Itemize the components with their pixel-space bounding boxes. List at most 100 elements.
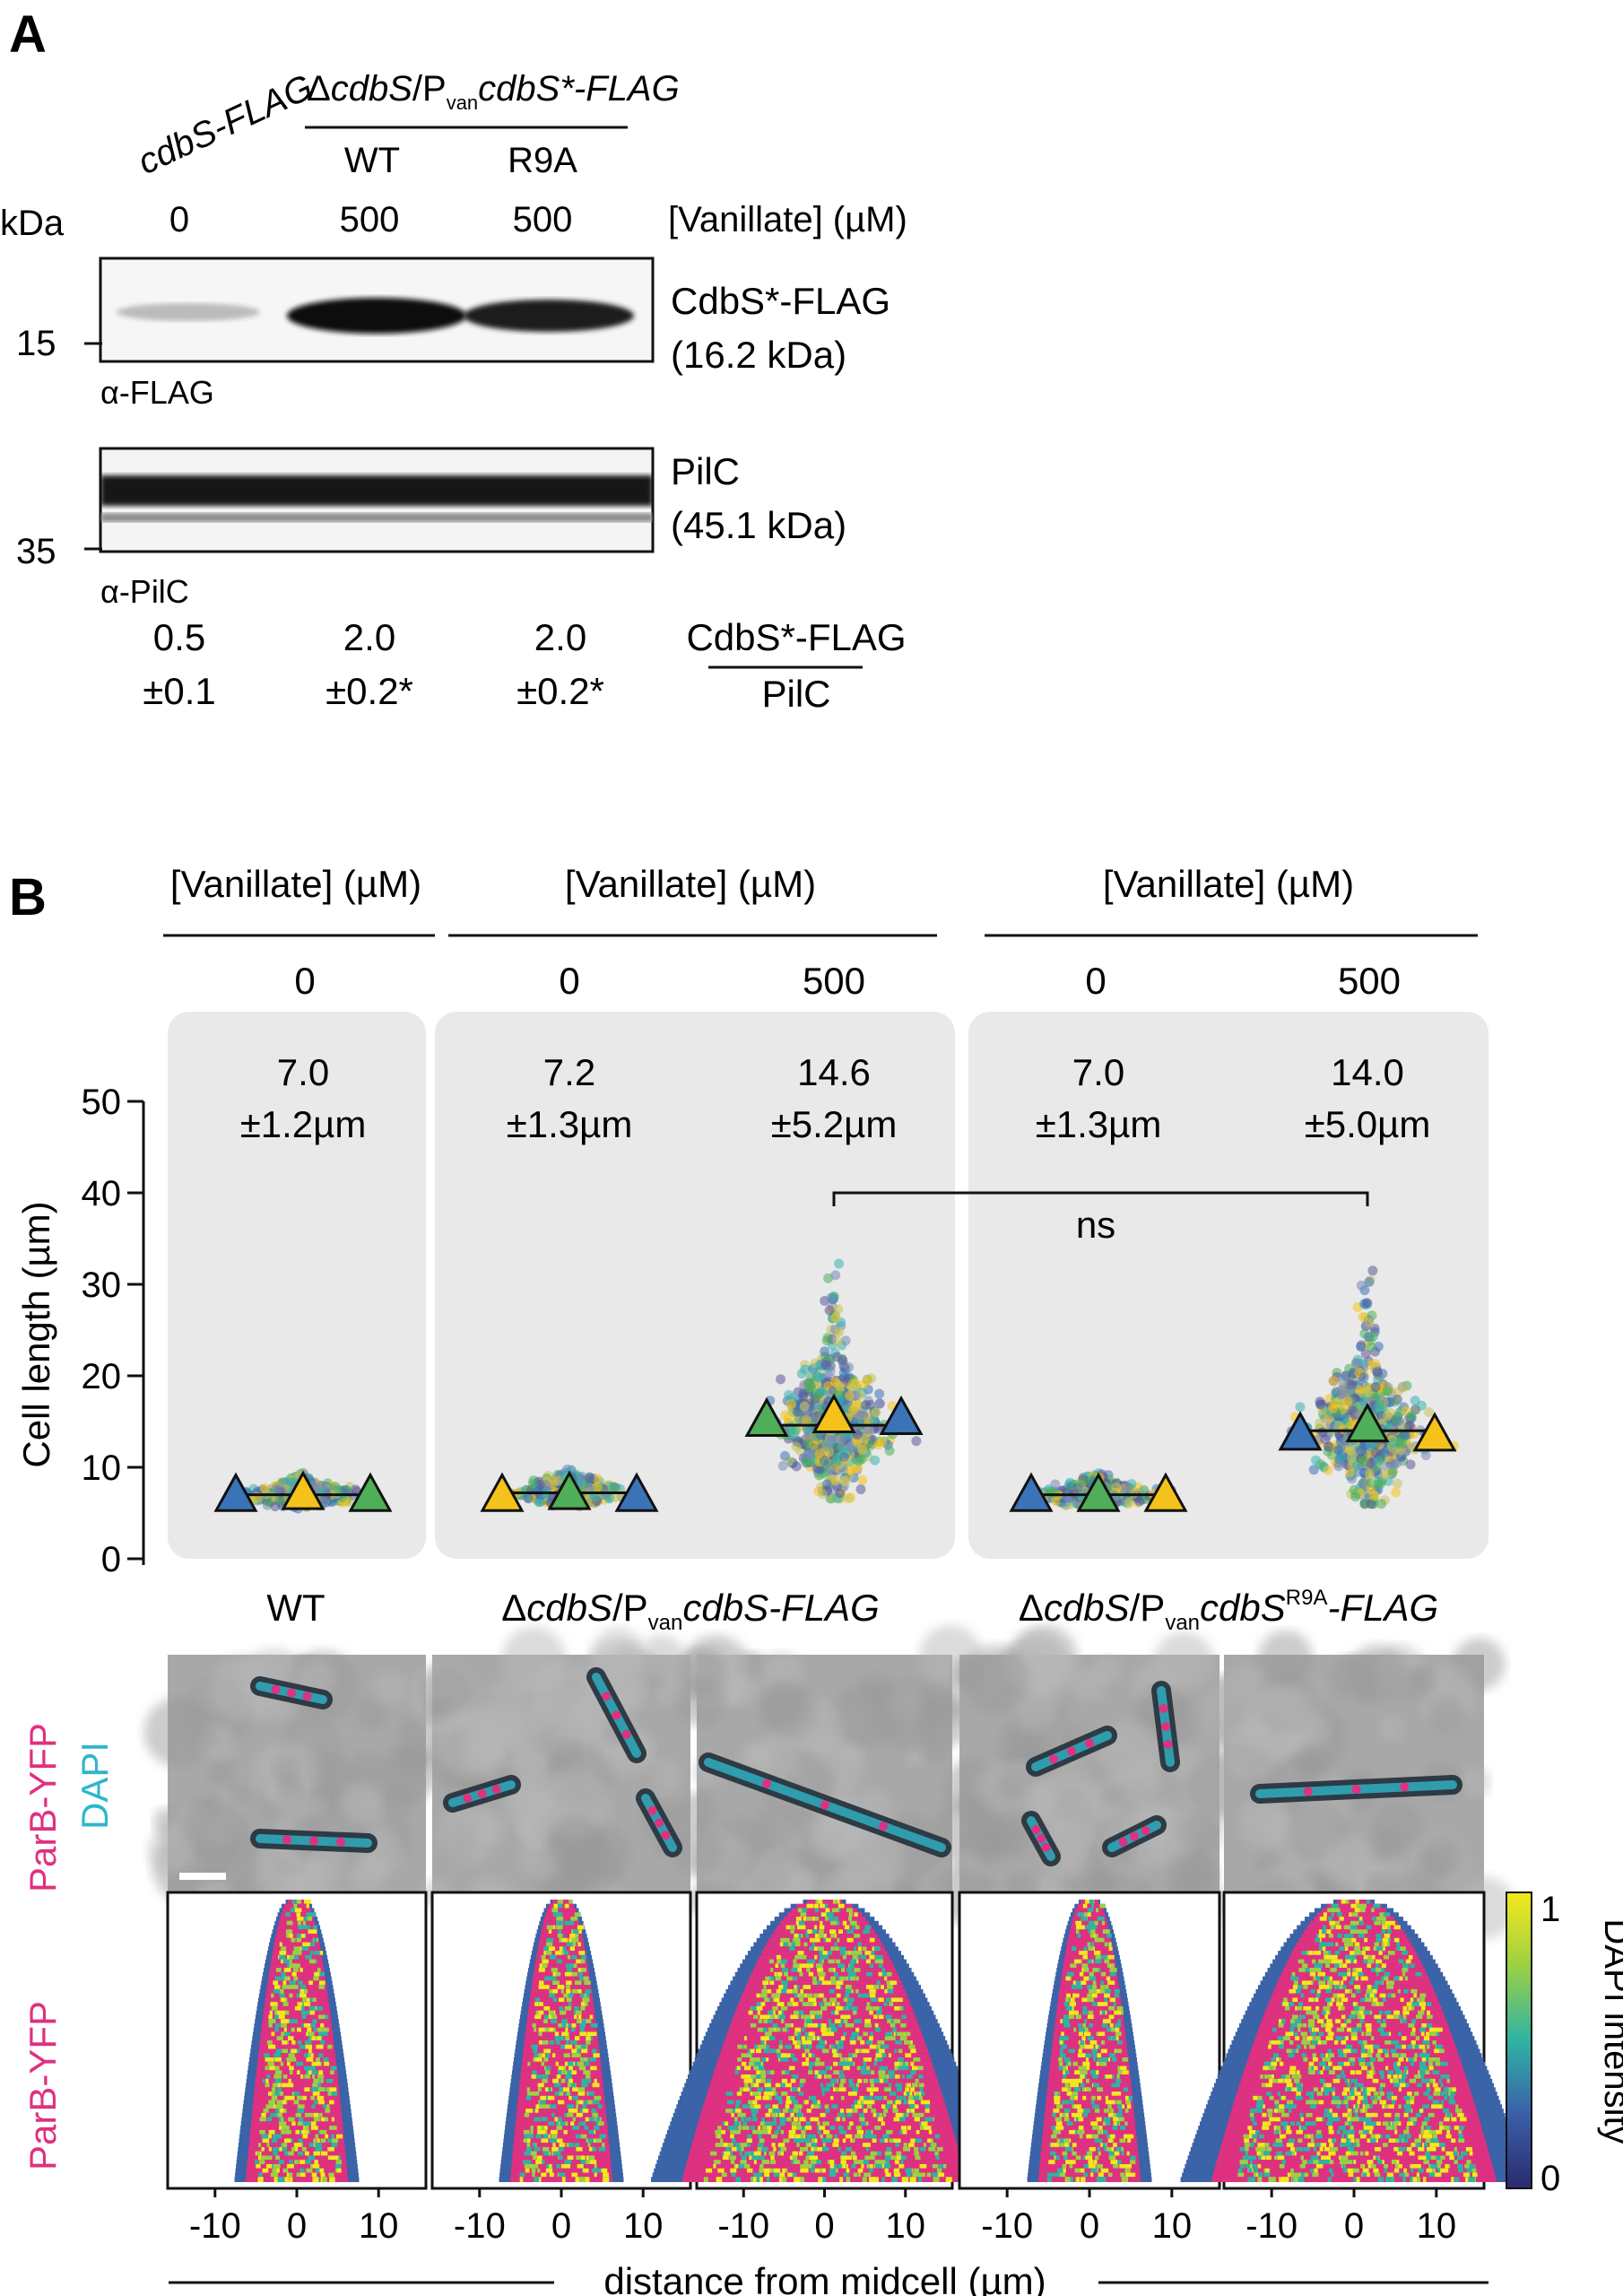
cell-length-point	[791, 1461, 802, 1472]
cell-length-point	[1387, 1438, 1398, 1448]
parb-focus	[1085, 1738, 1094, 1748]
cell-length-point	[1392, 1478, 1402, 1489]
cell-length-point	[1358, 1478, 1368, 1489]
cell-length-point	[1391, 1413, 1402, 1424]
parb-focus	[1159, 1704, 1168, 1713]
cell-length-point	[1327, 1403, 1338, 1413]
protein-pilc-mw: (45.1 kDa)	[671, 504, 846, 546]
micrograph-panel	[934, 1623, 1255, 1933]
cell-length-point	[1366, 1342, 1376, 1352]
marker-35-label: 35	[16, 532, 56, 571]
cell-length-point	[865, 1399, 876, 1410]
cell-length-point	[836, 1435, 846, 1446]
parb-focus	[661, 1831, 671, 1840]
cell-length-point	[1350, 1492, 1361, 1502]
cond5-vanillate: 500	[1338, 960, 1401, 1002]
parb-focus	[647, 1805, 657, 1815]
cell-length-point	[273, 1484, 283, 1495]
cell-length-point	[523, 1493, 534, 1504]
cell-length-point	[843, 1493, 854, 1504]
parb-focus	[1303, 1787, 1313, 1796]
cell-length-point	[823, 1273, 834, 1283]
parb-focus	[463, 1794, 473, 1803]
panel-b-label: B	[9, 868, 47, 926]
protein-pilc-label: PilC	[671, 450, 740, 492]
cell-length-point	[874, 1398, 885, 1409]
colorbar-label: DAPI intensity	[1597, 1918, 1623, 2144]
parb-focus	[621, 1729, 631, 1739]
parb-focus	[1400, 1782, 1410, 1792]
antibody-pilc-label: α-PilC	[100, 573, 189, 610]
ratio-lane3-mean: 2.0	[534, 616, 586, 658]
cell-length-point	[820, 1346, 830, 1357]
cell-length-point	[1364, 1276, 1375, 1287]
marker-15-label: 15	[16, 324, 56, 363]
demograph-x-tick-label: 0	[1344, 2206, 1364, 2246]
cell-length-point	[788, 1429, 799, 1439]
cell-length-point	[350, 1484, 360, 1495]
cell-length-point	[1295, 1402, 1306, 1413]
cell-length-point	[874, 1388, 885, 1399]
group2-vanillate-label: [Vanillate] (µM)	[565, 863, 816, 905]
cell-length-point	[1387, 1466, 1398, 1477]
scale-bar	[179, 1873, 226, 1880]
cell-length-point	[786, 1422, 797, 1432]
cell-length-point	[786, 1398, 797, 1409]
cell-length-point	[1420, 1450, 1431, 1461]
cell-length-point	[1317, 1427, 1328, 1438]
y-tick-label: 30	[82, 1265, 122, 1305]
cell-length-point	[1368, 1491, 1379, 1501]
cell-length-point	[852, 1437, 863, 1448]
cell-length-point	[1328, 1376, 1339, 1387]
parb-focus	[336, 1837, 345, 1847]
lane3-vanillate: 500	[513, 200, 573, 239]
cell-length-point	[1358, 1456, 1368, 1466]
group1-background	[168, 1012, 426, 1559]
cell-length-point	[871, 1407, 881, 1418]
group2-background	[435, 1012, 955, 1559]
cell-length-point	[1382, 1386, 1393, 1396]
lane1-vanillate: 0	[169, 200, 189, 239]
parb-focus	[820, 1800, 829, 1810]
cell-length-point	[801, 1457, 812, 1467]
demograph-x-tick-label: -10	[981, 2206, 1033, 2246]
protein-flag-mw: (16.2 kDa)	[671, 334, 846, 376]
cond1-mean: 7.0	[277, 1051, 329, 1093]
y-axis-label: Cell length (µm)	[15, 1201, 57, 1467]
cond3-vanillate: 500	[803, 960, 865, 1002]
cell-length-point	[319, 1496, 330, 1507]
demograph-x-tick-label: 0	[287, 2206, 307, 2246]
cell-length-point	[841, 1475, 852, 1486]
parb-focus	[612, 1710, 621, 1720]
cond3-mean: 14.6	[797, 1051, 871, 1093]
parb-focus	[1118, 1837, 1128, 1847]
parb-focus	[1031, 1825, 1041, 1834]
demograph-x-tick-label: 10	[1417, 2206, 1457, 2246]
band-lane1-flag	[117, 303, 260, 321]
cell-length-point	[1345, 1446, 1356, 1457]
cell-length-point	[1365, 1469, 1376, 1480]
cell-length-point	[776, 1374, 786, 1385]
cell-length-point	[844, 1390, 855, 1401]
parb-focus	[762, 1779, 771, 1788]
cond2-mean: 7.2	[543, 1051, 595, 1093]
cell-length-point	[1372, 1367, 1383, 1378]
cell-length-point	[848, 1465, 859, 1475]
cell-length-point	[873, 1439, 884, 1450]
demograph-side-label: ParB-YFP	[22, 2001, 64, 2170]
colorbar-max: 1	[1541, 1890, 1560, 1929]
ratio-numerator: CdbS*-FLAG	[686, 616, 906, 658]
group2-name: ΔcdbS/PvancdbS-FLAG	[501, 1587, 880, 1635]
cell-length-point	[801, 1414, 812, 1425]
cell-length-point	[832, 1474, 843, 1484]
western-blot-pilc	[99, 447, 655, 553]
cell-length-point	[857, 1474, 868, 1485]
group3-name: ΔcdbS/PvancdbSR9A-FLAG	[1019, 1586, 1438, 1635]
cell-length-point	[1367, 1331, 1378, 1342]
cell-length-point	[838, 1354, 848, 1365]
cell-length-point	[1356, 1341, 1367, 1352]
parb-focus	[655, 1818, 664, 1828]
cell-length-point	[1373, 1456, 1384, 1466]
cell-length-point	[1078, 1476, 1089, 1487]
